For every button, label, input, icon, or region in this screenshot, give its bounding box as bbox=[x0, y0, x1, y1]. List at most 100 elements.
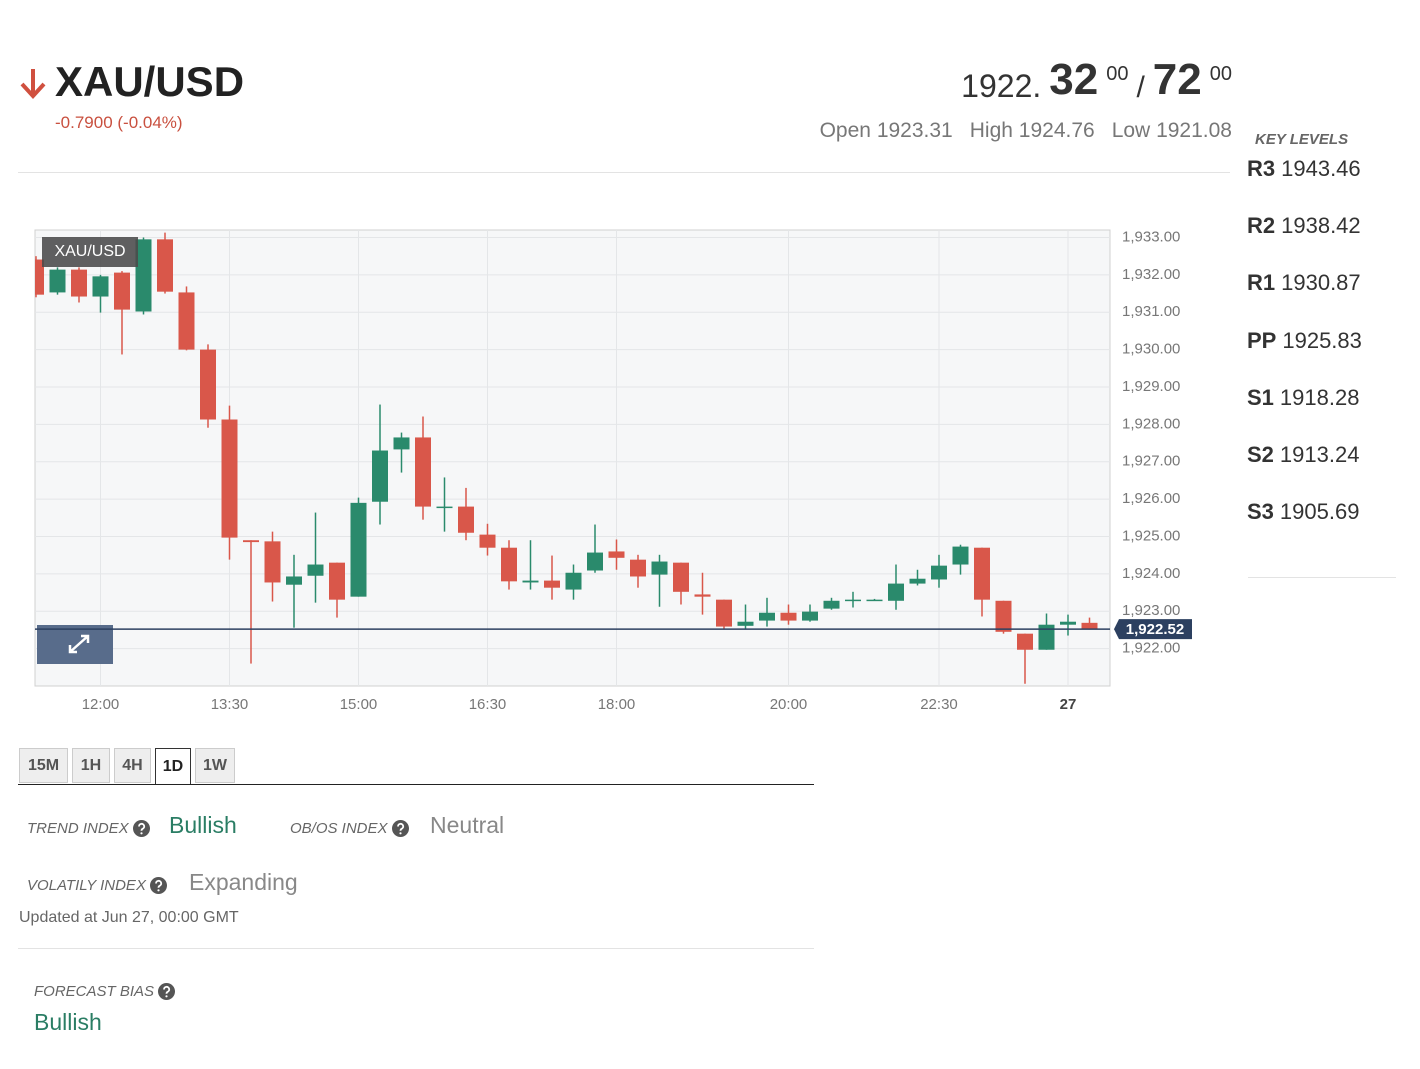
candle-body bbox=[587, 552, 603, 571]
key-level-value: 1918.28 bbox=[1279, 384, 1360, 410]
help-dot bbox=[157, 889, 160, 892]
obos-label-text: OB/OS INDEX bbox=[290, 820, 388, 837]
bid-main: 1922. bbox=[961, 68, 1042, 104]
y-tick-label: 1,922.00 bbox=[1122, 640, 1180, 657]
candle-body bbox=[372, 450, 388, 502]
candle-body bbox=[931, 565, 947, 580]
candle-body bbox=[307, 564, 324, 576]
expand-button-bg[interactable] bbox=[37, 625, 113, 664]
x-tick-label: 20:00 bbox=[770, 696, 808, 713]
timeframe-tab[interactable]: 1D bbox=[155, 748, 191, 785]
bid-small: 00 bbox=[1106, 63, 1129, 85]
change: -0.7900 (-0.04%) bbox=[55, 113, 183, 132]
candle-body bbox=[694, 594, 711, 597]
candle-body bbox=[716, 599, 732, 627]
forecast-label-text: FORECAST BIAS bbox=[34, 983, 155, 1000]
expand-button[interactable] bbox=[37, 625, 113, 664]
last-price-label: 1,922.52 bbox=[1126, 621, 1184, 638]
y-tick-label: 1,928.00 bbox=[1122, 415, 1180, 432]
stat-value: 1923.31 bbox=[876, 119, 953, 142]
help-icon[interactable] bbox=[158, 983, 176, 1000]
candle-body bbox=[458, 506, 474, 533]
key-level-name: R2 bbox=[1247, 213, 1276, 239]
help-icon[interactable] bbox=[149, 877, 167, 894]
candle-body bbox=[436, 506, 453, 509]
key-level-name: S1 bbox=[1247, 384, 1274, 410]
help-icon[interactable] bbox=[132, 820, 150, 837]
key-levels-title: KEY LEVELS bbox=[1255, 131, 1349, 148]
key-level-value: 1913.24 bbox=[1279, 442, 1360, 467]
candle-body bbox=[49, 269, 66, 293]
stat: High 1924.76 bbox=[970, 119, 1095, 143]
candle-body bbox=[393, 437, 410, 450]
key-level-name: R3 bbox=[1247, 156, 1276, 181]
candle-body bbox=[1060, 621, 1076, 625]
key-level-name: S2 bbox=[1247, 442, 1274, 467]
help-icon[interactable] bbox=[391, 820, 409, 837]
grid bbox=[35, 230, 1110, 686]
candle-body bbox=[157, 239, 173, 292]
y-tick-label: 1,930.00 bbox=[1122, 341, 1180, 358]
divider bbox=[1248, 577, 1396, 578]
candle-body bbox=[737, 621, 754, 626]
x-tick-label: 27 bbox=[1060, 696, 1077, 713]
divider bbox=[18, 948, 814, 949]
forecast-label: FORECAST BIAS bbox=[34, 983, 176, 1000]
x-tick-label: 16:30 bbox=[469, 696, 507, 713]
timeframe-tab[interactable]: 1H bbox=[72, 748, 110, 783]
trend-label: TREND INDEX bbox=[27, 820, 150, 837]
candle-body bbox=[243, 540, 259, 543]
candle-body bbox=[350, 502, 367, 597]
y-tick-label: 1,925.00 bbox=[1122, 527, 1180, 544]
candle-body bbox=[544, 580, 560, 588]
timeframe-tab[interactable]: 4H bbox=[114, 748, 151, 783]
candle-body bbox=[200, 349, 216, 420]
stats: Open 1923.31 High 1924.76 Low 1921.08 bbox=[820, 119, 1232, 143]
forecast-value: Bullish bbox=[34, 1009, 102, 1035]
key-level: R3 1943.46 bbox=[1247, 156, 1361, 182]
symbol: XAU/USD bbox=[55, 58, 245, 105]
key-level-name: S3 bbox=[1247, 499, 1274, 525]
volatility-value: Expanding bbox=[189, 869, 298, 895]
trend-value: Bullish bbox=[169, 812, 237, 838]
separator: / bbox=[1136, 71, 1145, 104]
timeframe-tab[interactable]: 1W bbox=[195, 748, 235, 783]
candle-body bbox=[1017, 633, 1033, 650]
candles bbox=[35, 232, 1098, 684]
key-level-value: 1905.69 bbox=[1279, 499, 1360, 525]
candle-body bbox=[608, 551, 625, 558]
candle-body bbox=[952, 546, 969, 565]
stat: Low 1921.08 bbox=[1112, 119, 1232, 143]
ask-small: 00 bbox=[1209, 63, 1232, 85]
help-dot bbox=[165, 995, 168, 998]
expand-icon bbox=[68, 634, 90, 654]
key-level-name: PP bbox=[1247, 327, 1277, 353]
stat-label: Low bbox=[1111, 119, 1151, 142]
volatility-label: VOLATILY INDEX bbox=[27, 877, 167, 894]
obos-value: Neutral bbox=[430, 812, 505, 838]
y-tick-label: 1,923.00 bbox=[1122, 602, 1180, 619]
candle-body bbox=[479, 534, 496, 548]
y-tick-label: 1,924.00 bbox=[1122, 565, 1180, 582]
x-tick-label: 13:30 bbox=[211, 696, 249, 713]
stat-value: 1921.08 bbox=[1156, 119, 1232, 142]
candle-body bbox=[286, 576, 302, 585]
candle-body bbox=[974, 547, 990, 600]
bid-big: 32 bbox=[1049, 55, 1099, 104]
key-level: R1 1930.87 bbox=[1247, 270, 1361, 296]
help-glyph bbox=[155, 879, 162, 888]
key-level: S2 1913.24 bbox=[1247, 442, 1359, 468]
chart: 1,922.00 1,923.00 1,924.00 1,925.00 1,926.00… bbox=[34, 228, 1192, 713]
y-tick-label: 1,932.00 bbox=[1122, 266, 1180, 283]
key-level: R2 1938.42 bbox=[1247, 213, 1361, 239]
divider bbox=[18, 172, 1230, 173]
candle-body bbox=[866, 599, 883, 602]
key-level-value: 1925.83 bbox=[1282, 327, 1362, 353]
tabs-underline bbox=[18, 784, 814, 785]
timeframe-tab[interactable]: 15M bbox=[19, 748, 68, 783]
y-tick-label: 1,929.00 bbox=[1122, 378, 1180, 395]
stat-label: Open bbox=[819, 119, 871, 142]
y-tick-label: 1,933.00 bbox=[1122, 228, 1180, 245]
x-tick-label: 15:00 bbox=[340, 696, 378, 713]
